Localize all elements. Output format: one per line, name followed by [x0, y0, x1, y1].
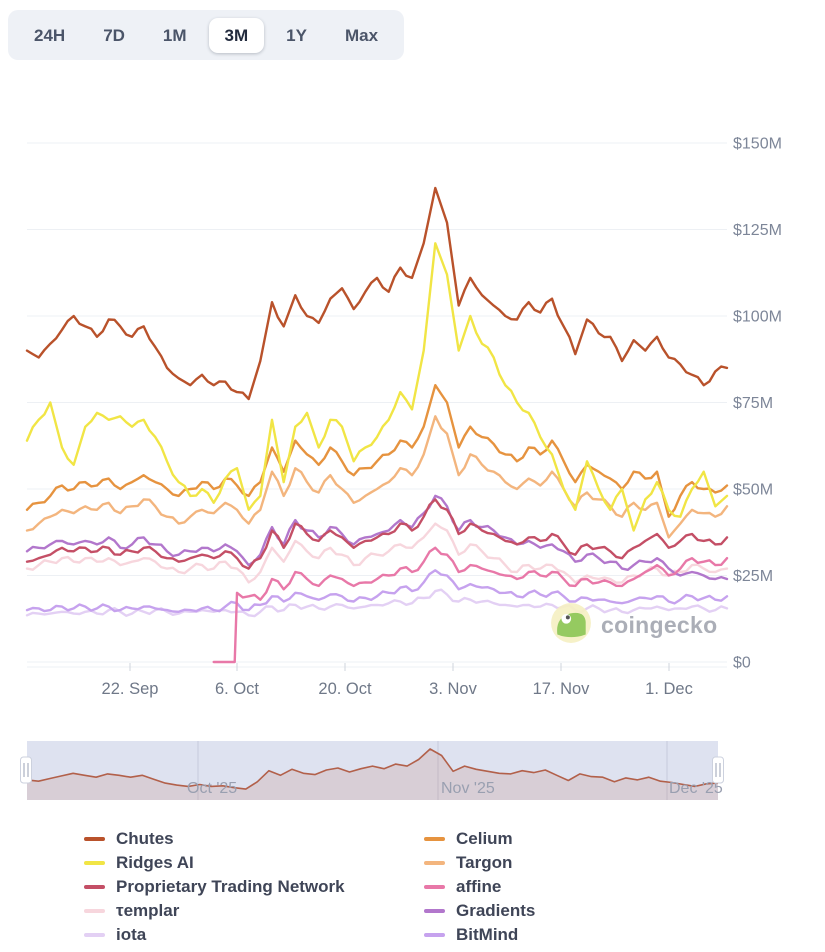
legend-swatch-bitmind	[424, 933, 445, 937]
navigator-month-label: Nov '25	[441, 780, 495, 797]
legend-swatch-ridges-ai	[84, 861, 105, 865]
legend-swatch-celium	[424, 837, 445, 841]
navigator-left-handle[interactable]	[20, 756, 32, 784]
series-line-affine	[212, 546, 729, 664]
y-axis-label: $25M	[733, 568, 773, 585]
navigator-month-label: Dec '25	[669, 780, 723, 797]
legend-label: Targon	[456, 853, 513, 872]
legend-label: Proprietary Trading Network	[116, 877, 345, 896]
x-axis-label: 6. Oct	[215, 680, 259, 698]
series-line-gradients	[25, 494, 729, 581]
x-axis-label: 17. Nov	[533, 680, 591, 698]
legend-item-chutes[interactable]: Chutes	[84, 827, 345, 851]
series-line-proprietary-trading-network	[25, 498, 729, 570]
legend-label: Chutes	[116, 829, 174, 848]
legend-label: affine	[456, 877, 502, 896]
series-line-chutes	[25, 186, 729, 401]
chart-legend-column-2: Celium Targon affine Gradients BitMind	[424, 827, 535, 947]
legend-swatch-chutes	[84, 837, 105, 841]
navigator-area	[27, 749, 718, 800]
legend-item--emplar[interactable]: τemplar	[84, 899, 345, 923]
x-axis-label: 22. Sep	[102, 680, 159, 698]
legend-item-targon[interactable]: Targon	[424, 851, 535, 875]
y-axis-label: $100M	[733, 309, 782, 326]
legend-swatch-proprietary-trading-network	[84, 885, 105, 889]
x-axis-label: 3. Nov	[429, 680, 477, 698]
legend-item-celium[interactable]: Celium	[424, 827, 535, 851]
y-axis-label: $0	[733, 655, 751, 672]
legend-swatch-gradients	[424, 909, 445, 913]
legend-label: BitMind	[456, 925, 519, 944]
series-line-bitmind	[25, 569, 729, 613]
series-line-iota	[25, 588, 729, 618]
series-line--emplar	[25, 522, 729, 584]
legend-label: iota	[116, 925, 147, 944]
navigator-right-handle[interactable]	[712, 756, 724, 784]
market-cap-chart[interactable]: $150M $125M $100M $75M $50M $25M $0 22. Sep 6. O…	[0, 95, 825, 720]
y-axis-label: $50M	[733, 482, 773, 499]
legend-item-ridges-ai[interactable]: Ridges AI	[84, 851, 345, 875]
legend-swatch-targon	[424, 861, 445, 865]
y-axis-label: $125M	[733, 222, 782, 239]
time-range-selector: 24H 7D 1M 3M 1Y Max	[8, 10, 405, 60]
legend-item-bitmind[interactable]: BitMind	[424, 923, 535, 947]
legend-label: Ridges AI	[116, 853, 194, 872]
y-axis-label: $150M	[733, 136, 782, 153]
chart-range-navigator[interactable]: Oct '25 Nov '25 Dec '25	[0, 738, 825, 808]
series-line-celium	[25, 384, 729, 518]
navigator-line	[26, 748, 719, 790]
range-button-24h[interactable]: 24H	[18, 18, 81, 53]
x-axis-label: 20. Oct	[318, 680, 372, 698]
range-button-7d[interactable]: 7D	[87, 18, 141, 53]
legend-swatch-affine	[424, 885, 445, 889]
range-button-1m[interactable]: 1M	[147, 18, 203, 53]
legend-item-affine[interactable]: affine	[424, 875, 535, 899]
legend-swatch--emplar	[84, 909, 105, 913]
legend-label: Gradients	[456, 901, 536, 920]
navigator-track[interactable]	[27, 741, 718, 800]
navigator-month-label: Oct '25	[187, 780, 237, 797]
range-button-1y[interactable]: 1Y	[270, 18, 323, 53]
legend-item-gradients[interactable]: Gradients	[424, 899, 535, 923]
legend-item-proprietary-trading-network[interactable]: Proprietary Trading Network	[84, 875, 345, 899]
series-line-ridges-ai	[25, 242, 729, 532]
x-axis-label: 1. Dec	[645, 680, 693, 698]
y-axis-label: $75M	[733, 395, 773, 412]
range-button-3m[interactable]: 3M	[208, 17, 265, 53]
chart-legend-column-1: Chutes Ridges AI Proprietary Trading Netwo…	[84, 827, 345, 947]
legend-swatch-iota	[84, 933, 105, 937]
legend-label: Celium	[456, 829, 513, 848]
legend-label: τemplar	[116, 901, 180, 920]
legend-item-iota[interactable]: iota	[84, 923, 345, 947]
series-line-targon	[25, 415, 729, 539]
range-button-max[interactable]: Max	[329, 18, 394, 53]
